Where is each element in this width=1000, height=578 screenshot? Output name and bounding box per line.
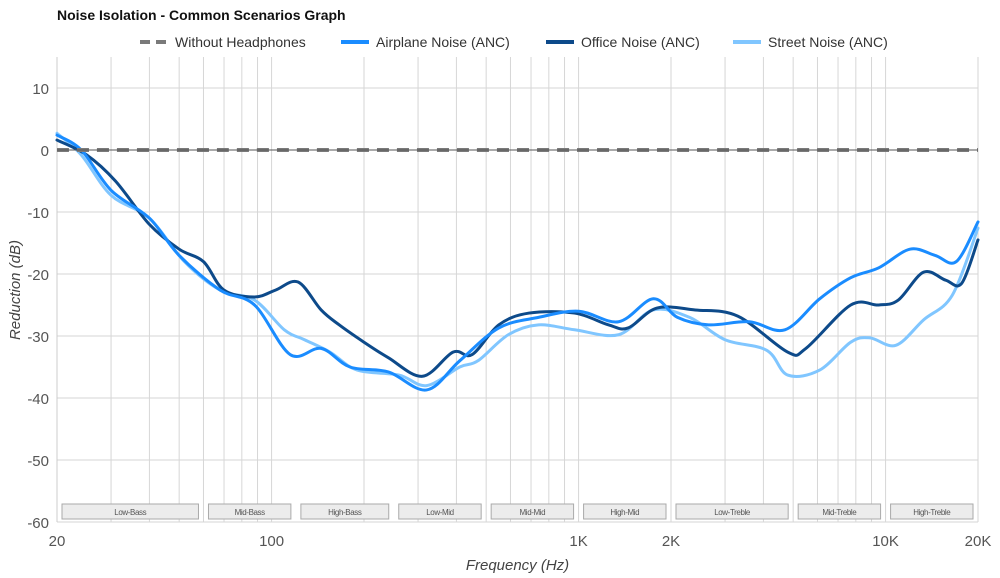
band-box — [675, 503, 789, 520]
band-label: Low-Mid — [426, 508, 453, 517]
band-label: Mid-Mid — [520, 508, 546, 517]
band-box — [490, 503, 575, 520]
band-box — [797, 503, 882, 520]
x-tick-label: 20 — [49, 533, 66, 550]
x-tick-label: 100 — [259, 533, 284, 550]
band-box — [207, 503, 292, 520]
band-label: Mid-Bass — [235, 508, 266, 517]
y-tick-label: -60 — [27, 515, 49, 532]
x-tick-label: 2K — [662, 533, 680, 550]
legend: Without Headphones Airplane Noise (ANC) Of… — [140, 34, 888, 50]
series-line-airplane-noise-anc — [55, 133, 980, 392]
y-tick-label: -10 — [27, 205, 49, 222]
x-tick-label: 1K — [569, 533, 587, 550]
band-label: High-Mid — [610, 508, 639, 517]
x-axis-label: Frequency (Hz) — [466, 557, 569, 574]
chart-title: Noise Isolation - Common Scenarios Graph — [57, 7, 346, 23]
band-label: High-Treble — [913, 508, 951, 517]
y-tick-label: -50 — [27, 453, 49, 470]
legend-label: Office Noise (ANC) — [581, 34, 700, 50]
band-box — [300, 503, 390, 520]
legend-label: Airplane Noise (ANC) — [376, 34, 510, 50]
legend-label: Without Headphones — [175, 34, 306, 50]
band-label: Low-Bass — [114, 508, 146, 517]
y-tick-label: 0 — [41, 143, 49, 160]
legend-label: Street Noise (ANC) — [768, 34, 888, 50]
series-line-street-noise-anc — [55, 131, 980, 388]
x-tick-label: 20K — [965, 533, 992, 550]
y-tick-label: -30 — [27, 329, 49, 346]
band-box — [890, 503, 974, 520]
band-box — [398, 503, 482, 520]
band-label: High-Bass — [328, 508, 362, 517]
y-tick-label: 10 — [32, 81, 49, 98]
y-tick-label: -40 — [27, 391, 49, 408]
y-tick-label: -20 — [27, 267, 49, 284]
band-label: Mid-Treble — [822, 508, 857, 517]
y-axis-label: Reduction (dB) — [7, 240, 24, 340]
series-line-office-noise-anc — [55, 138, 980, 378]
x-tick-label: 10K — [872, 533, 899, 550]
band-label: Low-Treble — [714, 508, 751, 517]
band-box — [583, 503, 667, 520]
band-box — [61, 503, 199, 520]
